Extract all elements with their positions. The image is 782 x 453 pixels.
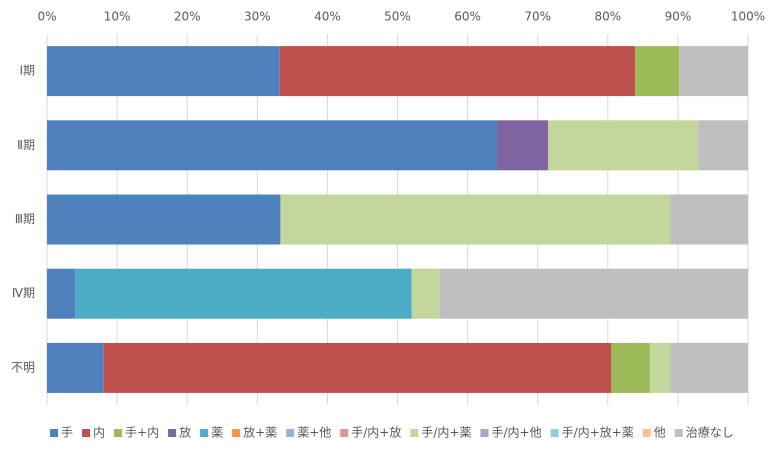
x-tick-label: 10% bbox=[104, 10, 131, 24]
legend-swatch bbox=[340, 429, 349, 437]
x-tick-label: 0% bbox=[37, 10, 56, 24]
bar-segment bbox=[679, 46, 748, 97]
bar-segment bbox=[47, 268, 76, 319]
legend-swatch bbox=[232, 429, 241, 437]
legend-swatch bbox=[168, 429, 177, 437]
bar-segment bbox=[103, 342, 612, 393]
bar-segment bbox=[670, 342, 748, 393]
legend-label: 手 bbox=[61, 426, 73, 440]
x-tick-label: 20% bbox=[174, 10, 201, 24]
legend-label: 治療なし bbox=[686, 426, 734, 440]
bar-segment bbox=[548, 120, 699, 171]
legend-swatch bbox=[642, 429, 651, 437]
bar-segment bbox=[439, 268, 748, 319]
legend-swatch bbox=[82, 429, 91, 437]
legend-label: 内 bbox=[93, 426, 105, 440]
bar-segment bbox=[670, 194, 748, 245]
bar-segment bbox=[497, 120, 549, 171]
x-tick-label: 70% bbox=[524, 10, 551, 24]
x-tick-label: 30% bbox=[244, 10, 271, 24]
legend-label: 手+内 bbox=[125, 426, 159, 440]
legend-swatch bbox=[410, 429, 419, 437]
bar-segment bbox=[75, 268, 412, 319]
y-tick-label: Ⅳ期 bbox=[12, 286, 35, 300]
legend-swatch bbox=[286, 429, 295, 437]
bar-segment bbox=[279, 46, 636, 97]
x-tick-label: 90% bbox=[665, 10, 692, 24]
legend-swatch bbox=[200, 429, 209, 437]
bar-segment bbox=[635, 46, 680, 97]
x-tick-label: 60% bbox=[454, 10, 481, 24]
legend-label: 手/内+他 bbox=[491, 426, 541, 440]
y-tick-label: Ⅲ期 bbox=[15, 212, 35, 226]
legend-swatch bbox=[50, 429, 58, 437]
legend-swatch bbox=[480, 429, 489, 437]
y-tick-label: 不明 bbox=[11, 360, 35, 374]
bar-segment bbox=[47, 194, 281, 245]
bar-segment bbox=[47, 120, 498, 171]
bar-segment bbox=[411, 268, 440, 319]
legend-label: 手/内+放+薬 bbox=[562, 425, 634, 440]
legend-label: 放+薬 bbox=[243, 425, 277, 440]
bar-segment bbox=[698, 120, 748, 171]
bar-segment bbox=[649, 342, 671, 393]
bar-segment bbox=[47, 46, 280, 97]
legend-label: 放 bbox=[179, 425, 191, 440]
legend-swatch bbox=[674, 429, 683, 437]
y-tick-label: Ⅰ期 bbox=[19, 64, 35, 78]
legend-label: 薬 bbox=[211, 426, 223, 440]
legend-label: 他 bbox=[654, 426, 666, 440]
legend-label: 手/内+薬 bbox=[421, 426, 471, 440]
x-tick-label: 50% bbox=[384, 10, 411, 24]
x-tick-label: 40% bbox=[314, 10, 341, 24]
x-tick-label: 100% bbox=[731, 10, 765, 24]
legend-label: 手/内+放 bbox=[351, 425, 401, 440]
bar-segment bbox=[47, 342, 104, 393]
legend-swatch bbox=[550, 429, 559, 437]
legend-label: 薬+他 bbox=[297, 426, 331, 440]
bar-segment bbox=[280, 194, 671, 245]
legend-swatch bbox=[114, 429, 123, 437]
x-tick-label: 80% bbox=[594, 10, 621, 24]
bar-segment bbox=[611, 342, 650, 393]
y-tick-label: Ⅱ期 bbox=[17, 138, 35, 152]
